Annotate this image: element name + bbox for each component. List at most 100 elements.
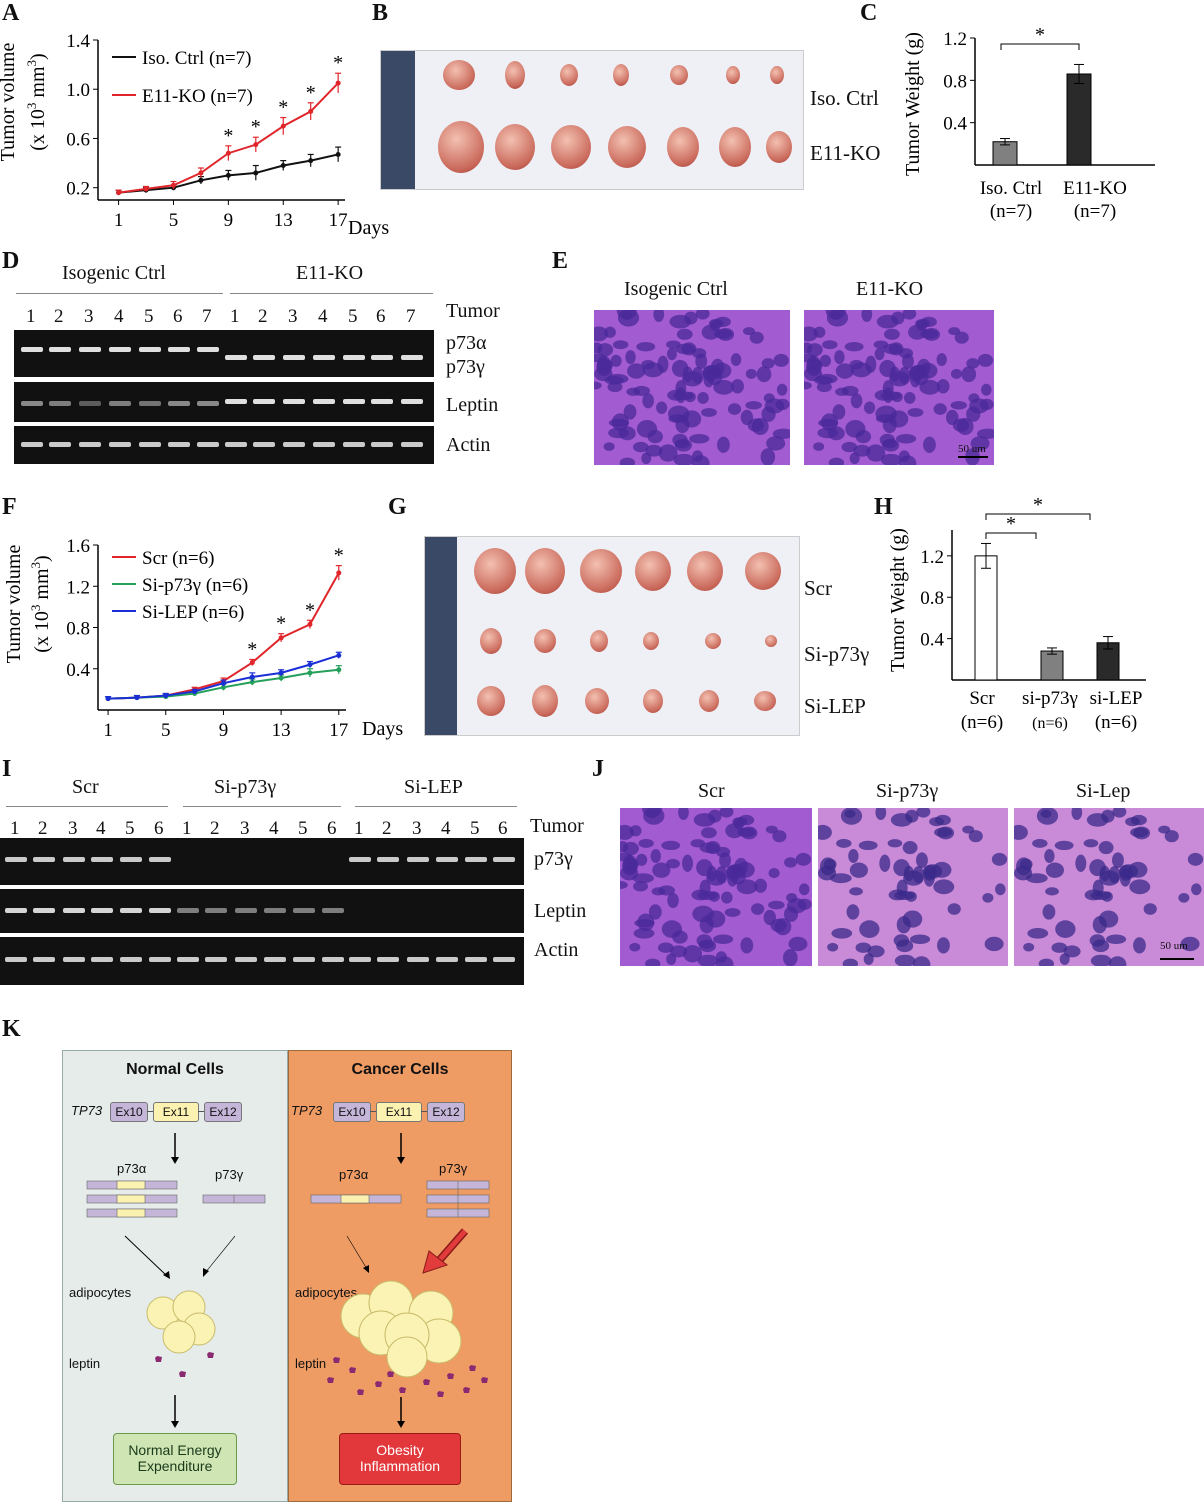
nucleus (846, 904, 860, 920)
gel-band (407, 957, 429, 962)
nucleus (645, 444, 663, 457)
intron-line (421, 1111, 427, 1112)
nucleus (850, 362, 872, 378)
nucleus (1098, 841, 1114, 855)
data-point (163, 693, 169, 699)
nucleus (625, 350, 636, 365)
y-tick-label: 1.2 (943, 29, 967, 50)
nucleus (594, 381, 602, 390)
nucleus (995, 883, 1006, 896)
gel-band (120, 857, 142, 862)
significance-star: * (276, 613, 286, 635)
gel-band (401, 399, 423, 404)
nucleus (936, 379, 950, 394)
nucleus (740, 937, 754, 954)
nucleus (858, 840, 878, 851)
nucleus (866, 444, 886, 462)
nucleus (827, 426, 845, 441)
nucleus (864, 401, 876, 414)
x-tick-label-h2: si-p73γ (1022, 688, 1078, 709)
gel-band (109, 442, 131, 447)
he-title-scr: Scr (698, 780, 725, 802)
gel-band (177, 957, 199, 962)
gel-band (49, 401, 71, 406)
nucleus (782, 949, 798, 966)
nucleus (620, 880, 628, 889)
x-tick-label: 1 (114, 210, 124, 231)
data-point (307, 621, 313, 627)
he-title-isogenic: Isogenic Ctrl (624, 278, 728, 300)
chart-c: 0.4 0.8 1.2 * Tumor Weight (g) Iso. Ctrl (n… (902, 24, 1155, 222)
nucleus (991, 852, 1008, 866)
nucleus (772, 830, 787, 843)
nucleus (699, 842, 719, 853)
nucleus (822, 340, 838, 350)
tumor-specimen (726, 66, 740, 84)
data-point (280, 163, 286, 169)
nucleus (970, 436, 990, 451)
exon10-cancer: Ex10 (333, 1102, 371, 1122)
gel-band (322, 908, 344, 913)
y-tick-label: 0.8 (920, 588, 944, 609)
nucleus (784, 857, 798, 868)
gel-band (225, 399, 247, 404)
nucleus (966, 406, 981, 422)
tumor-specimen (443, 60, 475, 90)
nucleus (633, 928, 655, 939)
nucleus (1130, 827, 1149, 838)
group-divider-1 (16, 293, 223, 294)
x-axis-unit-f: Days (362, 718, 403, 740)
gel-band (197, 442, 219, 447)
data-point (170, 182, 176, 188)
nucleus (658, 444, 678, 462)
nucleus (604, 375, 624, 385)
big-arrow-cancer (422, 1228, 469, 1274)
nucleus (890, 813, 913, 827)
adipocyte-cluster-cancer (340, 1280, 462, 1378)
gel-band (283, 442, 305, 447)
nucleus (946, 409, 959, 426)
nucleus (1051, 942, 1068, 953)
scale-bar-e (958, 456, 988, 458)
nucleus (828, 457, 845, 465)
nucleus (909, 934, 931, 944)
nucleus (658, 885, 676, 896)
nucleus (1045, 862, 1064, 878)
intron-line (370, 1111, 376, 1112)
x-tick-label: 5 (169, 210, 179, 231)
nucleus (638, 838, 654, 848)
x-tick-label-h1: Scr (969, 688, 995, 709)
gel-band (407, 857, 429, 862)
tumor-specimen (670, 65, 688, 85)
nucleus (776, 383, 788, 396)
nucleus (1055, 920, 1076, 938)
he-title-si-p73g: Si-p73γ (876, 780, 939, 802)
nucleus (697, 954, 719, 966)
x-tick-label-h2-n: (n=6) (1032, 715, 1068, 732)
lane-number: 2 (382, 818, 392, 839)
adipocytes-label-cancer: adipocytes (295, 1285, 358, 1300)
nucleus (937, 937, 950, 954)
nucleus (731, 379, 744, 394)
nucleus (763, 909, 776, 926)
nucleus (632, 441, 649, 453)
nucleus (1026, 873, 1048, 884)
data-point (308, 158, 314, 164)
lane-number: 5 (470, 818, 480, 839)
nucleus (717, 436, 730, 453)
lane-number: 6 (154, 818, 164, 839)
nucleus (876, 314, 899, 329)
gel-band (91, 957, 113, 962)
cancer-cells-graphic (310, 1133, 490, 1428)
tumor-specimen (480, 628, 502, 654)
gel-band (283, 399, 305, 404)
gel-band (109, 401, 131, 406)
x-tick-label-h1-n: (n=6) (961, 712, 1003, 733)
nucleus (604, 326, 616, 338)
gel-group-label-scr: Scr (72, 776, 99, 798)
significance-star: * (223, 125, 233, 147)
nucleus (1090, 954, 1112, 966)
tumor-specimen (766, 131, 792, 163)
data-point (307, 670, 313, 676)
nucleus (666, 858, 680, 869)
